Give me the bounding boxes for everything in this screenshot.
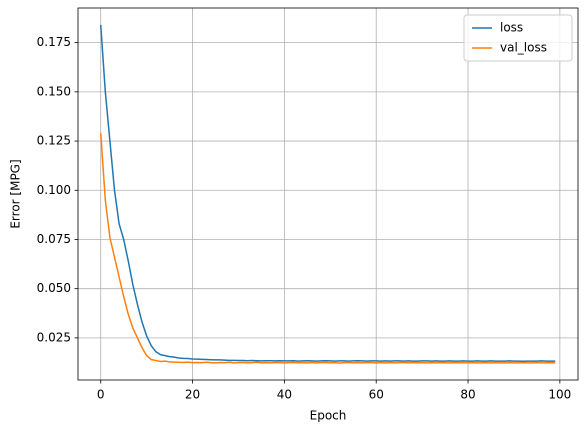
y-tick-label: 0.175 — [37, 35, 71, 49]
legend-label: loss — [500, 21, 523, 35]
y-tick-label: 0.150 — [37, 84, 71, 98]
plot-frame — [77, 7, 579, 381]
x-tick-label: 20 — [185, 388, 200, 402]
legend-box — [463, 14, 573, 62]
x-tick-label: 80 — [460, 388, 475, 402]
x-tick-label: 0 — [97, 388, 105, 402]
x-tick-label: 60 — [369, 388, 384, 402]
x-tick-label: 40 — [277, 388, 292, 402]
x-axis-label: Epoch — [310, 409, 347, 423]
y-tick-label: 0.025 — [37, 330, 71, 344]
legend-label: val_loss — [500, 41, 547, 55]
y-tick-label: 0.075 — [37, 232, 71, 246]
x-tick-label: 100 — [548, 388, 571, 402]
y-tick-label: 0.125 — [37, 134, 71, 148]
y-axis-label: Error [MPG] — [9, 159, 23, 228]
line-series — [99, 133, 556, 364]
y-tick-label: 0.100 — [37, 183, 71, 197]
y-tick-label: 0.050 — [37, 281, 71, 295]
line-series — [99, 24, 556, 363]
